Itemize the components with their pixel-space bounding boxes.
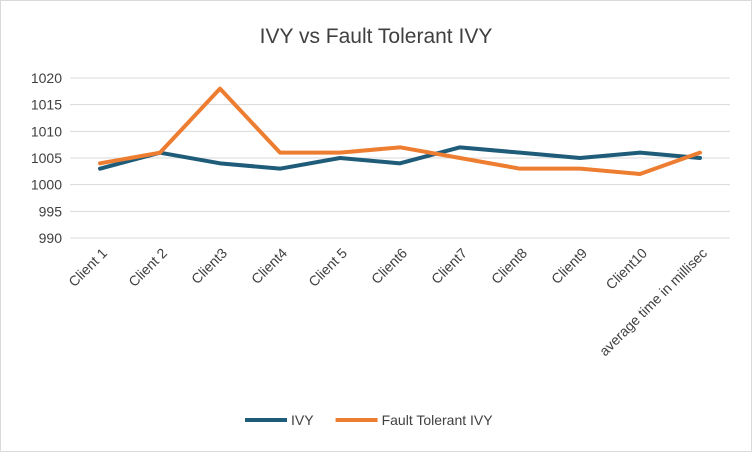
y-tick-label: 1005 <box>31 150 62 166</box>
data-point <box>639 173 641 175</box>
legend: IVY Fault Tolerant IVY <box>245 412 493 428</box>
data-point <box>519 168 521 170</box>
data-point <box>639 152 641 154</box>
legend-label-1: IVY <box>291 412 314 428</box>
x-tick-label: Client10 <box>602 245 650 293</box>
data-point <box>579 168 581 170</box>
data-point <box>99 162 101 164</box>
x-tick-label: Client6 <box>368 245 410 287</box>
x-tick-label: Client3 <box>188 245 230 287</box>
data-point <box>519 152 521 154</box>
data-point <box>699 157 701 159</box>
x-axis-ticks: Client 1 Client 2 Client3 Client4 Client 5 Cl… <box>65 245 710 359</box>
y-tick-label: 995 <box>39 203 63 219</box>
x-tick-label: average time in millisec <box>596 245 710 359</box>
y-tick-label: 1020 <box>31 70 62 86</box>
x-tick-label: Client8 <box>488 245 530 287</box>
data-point <box>459 157 461 159</box>
data-point <box>219 162 221 164</box>
y-tick-label: 990 <box>39 230 63 246</box>
x-tick-label: Client 1 <box>65 245 110 290</box>
chart-title: IVY vs Fault Tolerant IVY <box>260 25 493 48</box>
data-point <box>699 152 701 154</box>
data-point <box>459 146 461 148</box>
y-axis-ticks: 990 995 1000 1005 1010 1015 1020 <box>31 70 62 246</box>
data-point <box>339 157 341 159</box>
legend-label-2: Fault Tolerant IVY <box>382 412 494 428</box>
data-point <box>99 168 101 170</box>
data-point <box>279 168 281 170</box>
x-tick-label: Client7 <box>428 245 470 287</box>
data-point <box>399 162 401 164</box>
data-point <box>399 146 401 148</box>
data-point <box>159 152 161 154</box>
x-tick-label: Client9 <box>548 245 590 287</box>
y-tick-label: 1010 <box>31 123 62 139</box>
series-lines <box>98 86 702 176</box>
x-tick-label: Client4 <box>248 245 290 287</box>
data-point <box>219 88 221 90</box>
y-tick-label: 1015 <box>31 97 62 113</box>
y-tick-label: 1000 <box>31 177 62 193</box>
data-point <box>579 157 581 159</box>
data-point <box>279 152 281 154</box>
gridlines <box>70 77 730 239</box>
x-tick-label: Client 2 <box>125 245 170 290</box>
x-tick-label: Client 5 <box>305 245 350 290</box>
data-point <box>339 152 341 154</box>
